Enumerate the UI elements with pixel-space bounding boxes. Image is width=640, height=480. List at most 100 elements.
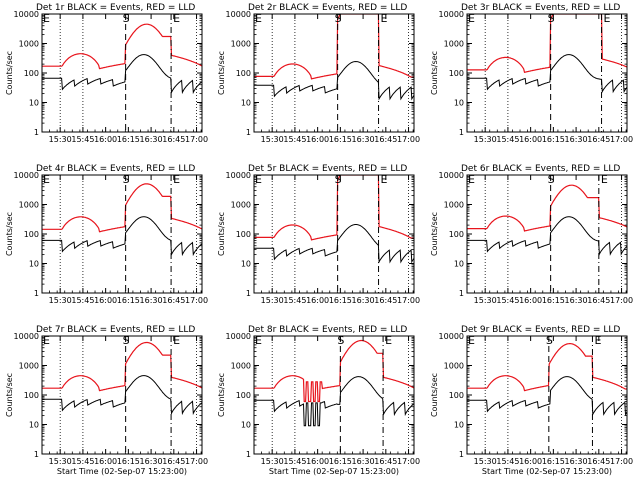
y-tick-label: 1000 <box>19 201 39 210</box>
y-tick-label: 10000 <box>439 10 464 19</box>
events-series-line <box>467 376 627 417</box>
y-tick-label: 1 <box>246 128 251 137</box>
s-marker-label: S <box>335 12 342 25</box>
e-marker-label: E <box>173 12 180 25</box>
events-series-line <box>42 375 202 416</box>
x-tick-label: 16:00 <box>519 135 542 144</box>
x-tick-label: 16:45 <box>374 135 397 144</box>
panel-title: Det 5r BLACK = Events, RED = LLD <box>248 164 407 174</box>
y-tick-label: 1 <box>246 450 251 459</box>
events-series-line <box>467 216 627 256</box>
y-tick-label: 100 <box>24 69 39 78</box>
x-tick-label: 16:45 <box>374 296 397 305</box>
x-tick-label: 16:15 <box>542 296 565 305</box>
y-tick-label: 100 <box>236 230 251 239</box>
plot-frame <box>466 13 628 133</box>
s-marker-label: S <box>548 12 555 25</box>
y-tick-label: 10 <box>29 99 39 108</box>
panel-title: Det 7r BLACK = Events, RED = LLD <box>36 325 195 335</box>
y-axis-title: Counts/sec <box>217 212 226 256</box>
x-tick-label: 16:15 <box>329 457 352 466</box>
y-tick-label: 1000 <box>444 40 464 49</box>
y-tick-label: 10 <box>29 421 39 430</box>
x-tick-label: 16:15 <box>117 296 140 305</box>
y-tick-label: 1 <box>34 450 39 459</box>
e-marker-label: E <box>601 173 608 186</box>
y-tick-label: 1 <box>459 128 464 137</box>
panel-title: Det 4r BLACK = Events, RED = LLD <box>36 164 195 174</box>
y-tick-label: 10 <box>241 99 251 108</box>
x-tick-label: 16:45 <box>162 135 185 144</box>
x-tick-label: 16:30 <box>565 135 588 144</box>
x-tick-label: 15:45 <box>283 135 306 144</box>
e-marker-label-left: E <box>43 334 50 347</box>
y-tick-label: 1 <box>459 450 464 459</box>
e-marker-label: E <box>381 173 388 186</box>
x-tick-label: 16:15 <box>329 296 352 305</box>
x-tick-label: 16:45 <box>374 457 397 466</box>
lld-series-line <box>42 23 202 70</box>
plot-frame <box>466 335 628 455</box>
x-tick-label: 17:00 <box>185 457 208 466</box>
x-tick-label: 16:30 <box>140 457 163 466</box>
y-axis-title: Counts/sec <box>430 51 439 95</box>
y-tick-label: 100 <box>24 391 39 400</box>
x-tick-label: 17:00 <box>610 296 633 305</box>
x-tick-label: 16:00 <box>94 296 117 305</box>
lld-series-line <box>467 343 627 392</box>
x-tick-label: 15:30 <box>261 457 284 466</box>
y-tick-label: 10000 <box>439 332 464 341</box>
s-marker-label: S <box>548 173 555 186</box>
x-tick-label: 15:45 <box>71 135 94 144</box>
e-marker-label: E <box>385 334 392 347</box>
events-series-line <box>254 376 414 427</box>
y-tick-label: 10 <box>241 260 251 269</box>
x-tick-label: 15:30 <box>49 135 72 144</box>
lld-series-line <box>254 339 414 403</box>
y-tick-label: 10 <box>454 421 464 430</box>
x-tick-label: 15:45 <box>283 296 306 305</box>
x-tick-label: 16:00 <box>306 135 329 144</box>
y-tick-label: 10000 <box>226 10 251 19</box>
lld-series-line <box>254 175 414 241</box>
s-marker-label: S <box>123 12 130 25</box>
x-tick-label: 15:45 <box>71 457 94 466</box>
x-tick-label: 16:15 <box>542 135 565 144</box>
panel-det-8: Det 8r BLACK = Events, RED = LLDSEE11010… <box>217 325 420 476</box>
y-axis-title: Counts/sec <box>5 51 14 95</box>
y-tick-label: 100 <box>236 391 251 400</box>
y-tick-label: 1000 <box>19 40 39 49</box>
y-tick-label: 10 <box>454 99 464 108</box>
x-tick-label: 17:00 <box>397 296 420 305</box>
x-tick-label: 15:45 <box>283 457 306 466</box>
y-tick-label: 10 <box>241 421 251 430</box>
panel-title: Det 1r BLACK = Events, RED = LLD <box>36 3 195 13</box>
e-marker-label-left: E <box>255 173 262 186</box>
y-tick-label: 10 <box>454 260 464 269</box>
y-tick-label: 1 <box>34 128 39 137</box>
s-marker-label: S <box>335 173 342 186</box>
panel-title: Det 3r BLACK = Events, RED = LLD <box>461 3 620 13</box>
plot-frame <box>466 174 628 294</box>
y-tick-label: 1 <box>246 289 251 298</box>
x-tick-label: 16:00 <box>306 457 329 466</box>
x-tick-label: 15:45 <box>496 457 519 466</box>
lld-series-line <box>467 14 627 73</box>
e-marker-label-left: E <box>468 334 475 347</box>
lld-series-line <box>42 183 202 233</box>
x-tick-label: 15:45 <box>71 296 94 305</box>
x-tick-label: 17:00 <box>397 457 420 466</box>
y-tick-label: 1 <box>34 289 39 298</box>
e-marker-label-left: E <box>468 173 475 186</box>
y-tick-label: 1000 <box>231 40 251 49</box>
y-tick-label: 1000 <box>231 362 251 371</box>
x-tick-label: 16:15 <box>117 135 140 144</box>
lld-series-line <box>254 14 414 80</box>
x-tick-label: 16:30 <box>352 135 375 144</box>
x-tick-label: 16:45 <box>162 296 185 305</box>
y-axis-title: Counts/sec <box>430 373 439 417</box>
lld-series-line <box>467 184 627 232</box>
events-series-line <box>467 54 627 94</box>
e-marker-label: E <box>173 173 180 186</box>
